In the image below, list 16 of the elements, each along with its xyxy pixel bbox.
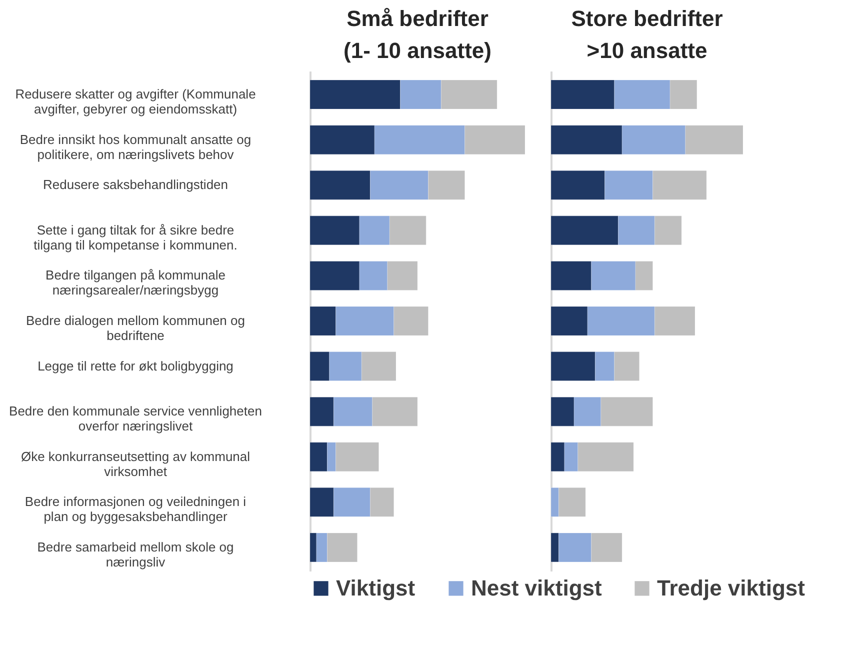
chart-title: Små bedrifter (1- 10 ansatte) <box>344 6 492 63</box>
y-tick-label: Bedre den kommunale service vennligheten overfor næringslivet <box>9 404 262 434</box>
y-tick-label: Bedre dialogen mellom kommunen og bedriftene <box>26 313 245 343</box>
chart-title: Store bedrifter >10 ansatte <box>571 6 724 63</box>
y-tick-label: Bedre samarbeid mellom skole og næringsliv <box>37 539 234 570</box>
legend-label: Tredje viktigst <box>657 575 806 600</box>
y-tick-label: Legge til rette for økt boligbygging <box>38 358 234 374</box>
y-tick-label: Øke konkurranseutsetting av kommunal virksomhet <box>20 448 250 479</box>
y-tick-label: Bedre tilgangen på kommunale næringsarealer/næringsbygg <box>46 268 226 298</box>
legend-label: Nest viktigst <box>471 575 602 600</box>
y-tick-label: Sette i gang tiltak for å sikre bedre tilgang til kompetanse i kommunen. <box>34 222 238 252</box>
y-tick-label: Redusere skatter og avgifter (Kommunale avgifter, gebyrer og eiendomsskatt) <box>15 86 256 117</box>
legend-label: Viktigst <box>336 575 416 600</box>
y-tick-label: Bedre informasjonen og veiledningen i plan og byggesaksbehandlinger <box>24 494 246 524</box>
y-tick-label: Redusere saksbehandlingstiden <box>42 177 228 192</box>
y-tick-label: Bedre innsikt hos kommunalt ansatte og politikere, om næringslivets behov <box>20 132 252 162</box>
